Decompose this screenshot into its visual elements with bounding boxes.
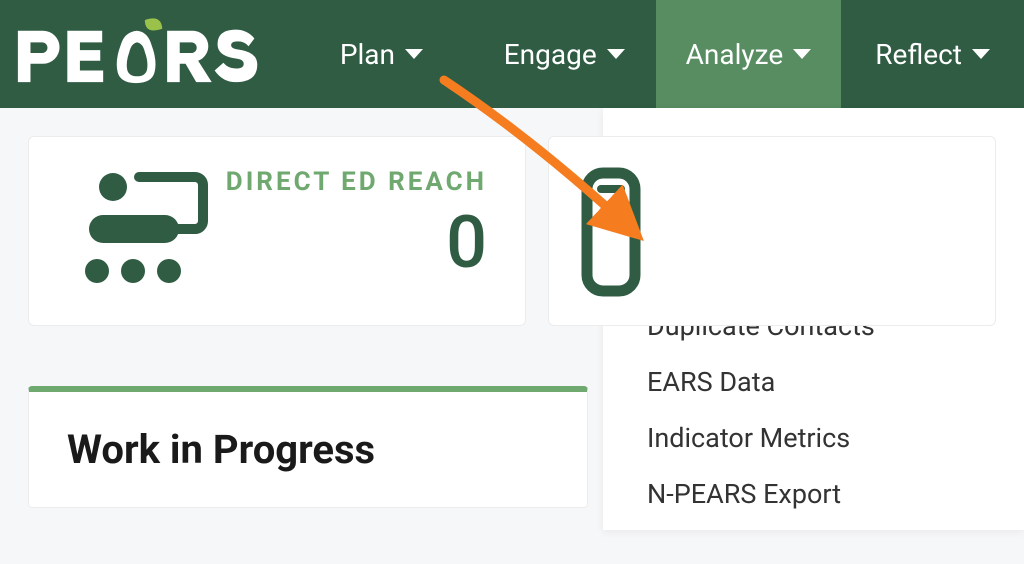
nav-item-analyze[interactable]: Analyze (656, 0, 842, 108)
page-content: DIRECT ED REACH 0 Work in Progress (0, 108, 1024, 508)
brand-logo[interactable] (0, 0, 290, 108)
pears-logo-icon (14, 15, 266, 93)
nav-label: Plan (340, 38, 395, 71)
nav-item-reflect[interactable]: Reflect (841, 0, 1024, 108)
reach-card-value: 0 (223, 203, 487, 282)
phone-icon (581, 167, 641, 297)
nav-label: Analyze (686, 38, 784, 71)
caret-down-icon (607, 49, 625, 59)
work-in-progress-title: Work in Progress (67, 426, 549, 473)
nav-item-engage[interactable]: Engage (473, 0, 656, 108)
work-in-progress-panel: Work in Progress (28, 386, 588, 508)
teacher-icon (71, 167, 211, 287)
caret-down-icon (972, 49, 990, 59)
nav-label: Engage (504, 38, 597, 71)
nav-label: Reflect (875, 38, 962, 71)
top-navbar: Plan Engage Analyze Reflect (0, 0, 1024, 108)
nav-items: Plan Engage Analyze Reflect (290, 0, 1024, 108)
nav-item-plan[interactable]: Plan (290, 0, 473, 108)
secondary-summary-card[interactable] (548, 136, 996, 326)
reach-card-title: DIRECT ED REACH (223, 167, 487, 197)
direct-ed-reach-card[interactable]: DIRECT ED REACH 0 (28, 136, 526, 326)
caret-down-icon (793, 49, 811, 59)
summary-cards-row: DIRECT ED REACH 0 (28, 136, 996, 326)
reach-card-text: DIRECT ED REACH 0 (211, 167, 495, 282)
caret-down-icon (405, 49, 423, 59)
